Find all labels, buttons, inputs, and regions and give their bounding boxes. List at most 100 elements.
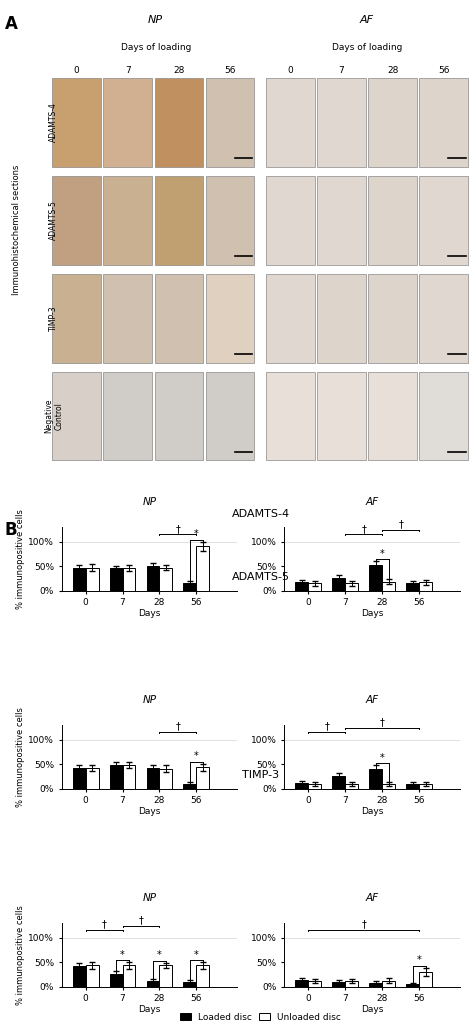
Text: 28: 28 bbox=[387, 66, 398, 75]
Bar bbox=[346, 980, 358, 987]
Title: NP: NP bbox=[142, 497, 156, 506]
Y-axis label: % immunopositive cells: % immunopositive cells bbox=[16, 508, 25, 608]
Bar bbox=[196, 546, 210, 591]
Bar bbox=[309, 584, 321, 591]
Bar bbox=[369, 982, 382, 987]
Bar bbox=[309, 784, 321, 788]
FancyBboxPatch shape bbox=[103, 274, 152, 363]
Bar bbox=[196, 966, 210, 987]
Text: NP: NP bbox=[148, 15, 163, 25]
Bar bbox=[159, 769, 173, 788]
Text: ADAMTS-5: ADAMTS-5 bbox=[232, 572, 290, 583]
Bar bbox=[332, 981, 346, 987]
Text: ADAMTS-5: ADAMTS-5 bbox=[49, 200, 58, 241]
FancyBboxPatch shape bbox=[266, 77, 315, 166]
Text: Immunohistochemical sections: Immunohistochemical sections bbox=[12, 164, 21, 294]
Text: 56: 56 bbox=[224, 66, 236, 75]
Text: *: * bbox=[194, 751, 199, 761]
Text: *: * bbox=[194, 529, 199, 539]
Bar bbox=[159, 966, 173, 987]
Bar bbox=[419, 972, 432, 987]
Title: NP: NP bbox=[142, 694, 156, 705]
Text: *: * bbox=[194, 949, 199, 960]
FancyBboxPatch shape bbox=[103, 176, 152, 264]
X-axis label: Days: Days bbox=[361, 807, 383, 815]
Bar bbox=[123, 765, 136, 788]
Text: 56: 56 bbox=[438, 66, 449, 75]
Text: TIMP-3: TIMP-3 bbox=[242, 771, 279, 780]
Bar bbox=[73, 966, 86, 987]
Bar bbox=[86, 567, 99, 591]
Bar bbox=[183, 784, 196, 788]
FancyBboxPatch shape bbox=[103, 372, 152, 461]
FancyBboxPatch shape bbox=[103, 77, 152, 166]
FancyBboxPatch shape bbox=[266, 274, 315, 363]
FancyBboxPatch shape bbox=[155, 274, 203, 363]
FancyBboxPatch shape bbox=[317, 274, 366, 363]
Text: 0: 0 bbox=[288, 66, 293, 75]
Bar bbox=[369, 769, 382, 788]
FancyBboxPatch shape bbox=[266, 372, 315, 461]
Text: †: † bbox=[101, 919, 107, 930]
FancyBboxPatch shape bbox=[155, 77, 203, 166]
X-axis label: Days: Days bbox=[361, 1004, 383, 1013]
Text: *: * bbox=[157, 950, 162, 960]
FancyBboxPatch shape bbox=[368, 176, 417, 264]
Text: *: * bbox=[120, 949, 125, 960]
Text: †: † bbox=[175, 524, 181, 534]
Bar bbox=[332, 578, 346, 591]
Bar bbox=[123, 966, 136, 987]
FancyBboxPatch shape bbox=[317, 176, 366, 264]
Bar bbox=[382, 582, 395, 591]
Bar bbox=[73, 567, 86, 591]
Bar bbox=[146, 980, 159, 987]
Bar bbox=[109, 765, 123, 788]
FancyBboxPatch shape bbox=[419, 274, 468, 363]
Bar bbox=[196, 768, 210, 788]
Bar bbox=[183, 584, 196, 591]
Text: †: † bbox=[361, 524, 366, 534]
Bar bbox=[86, 966, 99, 987]
FancyBboxPatch shape bbox=[317, 372, 366, 461]
Bar bbox=[419, 583, 432, 591]
Text: *: * bbox=[380, 753, 384, 762]
Bar bbox=[332, 776, 346, 788]
FancyBboxPatch shape bbox=[419, 176, 468, 264]
Legend: Loaded disc, Unloaded disc: Loaded disc, Unloaded disc bbox=[178, 1010, 343, 1024]
Title: AF: AF bbox=[365, 694, 379, 705]
Bar bbox=[295, 783, 309, 788]
FancyBboxPatch shape bbox=[206, 176, 255, 264]
Bar bbox=[406, 984, 419, 987]
Text: 28: 28 bbox=[173, 66, 184, 75]
Bar bbox=[406, 784, 419, 788]
Bar bbox=[369, 565, 382, 591]
Text: †: † bbox=[380, 717, 385, 727]
Text: †: † bbox=[324, 722, 329, 731]
FancyBboxPatch shape bbox=[368, 372, 417, 461]
FancyBboxPatch shape bbox=[368, 77, 417, 166]
Bar bbox=[159, 567, 173, 591]
Bar bbox=[123, 568, 136, 591]
X-axis label: Days: Days bbox=[361, 608, 383, 618]
Bar bbox=[295, 583, 309, 591]
FancyBboxPatch shape bbox=[206, 274, 255, 363]
X-axis label: Days: Days bbox=[138, 608, 161, 618]
FancyBboxPatch shape bbox=[155, 176, 203, 264]
Y-axis label: % immunopositive cells: % immunopositive cells bbox=[16, 707, 25, 807]
Text: ADAMTS-4: ADAMTS-4 bbox=[232, 508, 290, 519]
FancyBboxPatch shape bbox=[368, 274, 417, 363]
Title: AF: AF bbox=[365, 893, 379, 903]
FancyBboxPatch shape bbox=[206, 372, 255, 461]
Text: AF: AF bbox=[360, 15, 374, 25]
X-axis label: Days: Days bbox=[138, 1004, 161, 1013]
Text: †: † bbox=[138, 915, 144, 926]
Text: †: † bbox=[398, 520, 403, 529]
FancyBboxPatch shape bbox=[52, 372, 101, 461]
Text: †: † bbox=[175, 722, 181, 731]
Bar bbox=[309, 980, 321, 987]
Text: *: * bbox=[380, 549, 384, 559]
Bar bbox=[406, 584, 419, 591]
Bar bbox=[146, 565, 159, 591]
Title: AF: AF bbox=[365, 497, 379, 506]
Bar bbox=[109, 568, 123, 591]
